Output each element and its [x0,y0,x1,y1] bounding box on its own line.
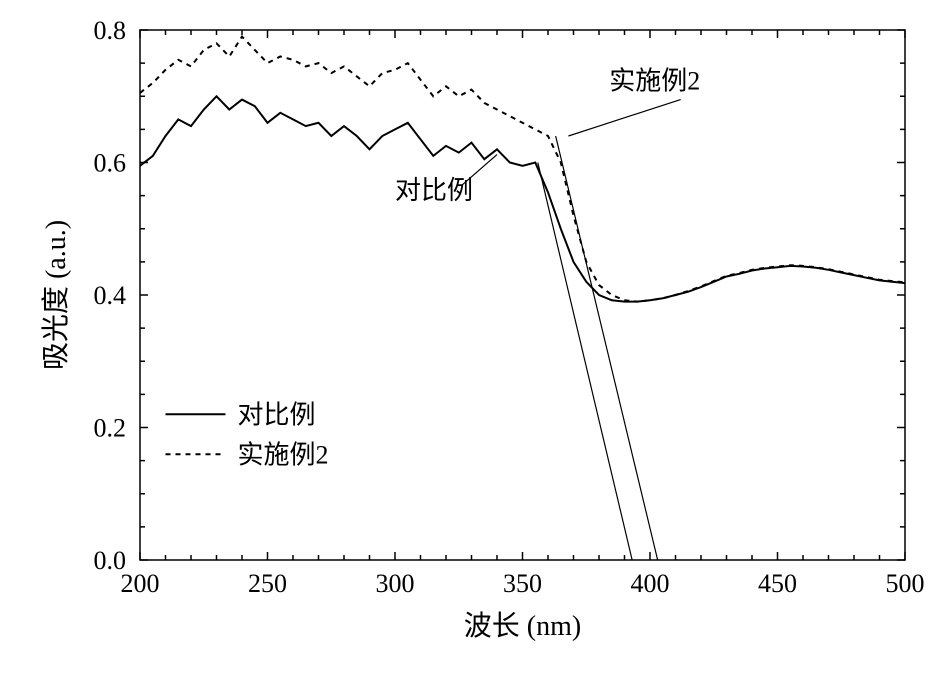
y-tick-label: 0.4 [94,281,127,310]
y-tick-label: 0.0 [94,546,127,575]
x-tick-label: 200 [121,569,160,598]
annotation-leader-0 [568,100,680,136]
x-tick-label: 300 [376,569,415,598]
series-1 [140,37,905,302]
tangent-line-0 [538,163,632,561]
absorbance-chart: 200 250 300 350 400 450 500 波长 (nm) 0.0 0.2 0.4 0.6… [0,0,949,691]
y-tick-label: 0.6 [94,149,127,178]
x-tick-label: 350 [503,569,542,598]
x-tick-label: 500 [886,569,925,598]
x-tick-label: 250 [248,569,287,598]
legend-label-1: 实施例2 [238,440,329,469]
legend-label-0: 对比例 [238,400,316,429]
chart-svg: 200 250 300 350 400 450 500 波长 (nm) 0.0 0.2 0.4 0.6… [0,0,949,691]
plot-frame [140,30,905,560]
y-tick-label: 0.8 [94,16,127,45]
x-axis-title: 波长 (nm) [464,610,581,642]
y-axis-title: 吸光度 (a.u.) [40,220,72,370]
annotation-text-1: 对比例 [395,176,473,205]
tangent-line-1 [556,136,658,560]
y-tick-label: 0.2 [94,414,127,443]
x-tick-label: 400 [631,569,670,598]
series-0 [140,96,905,301]
x-tick-label: 450 [758,569,797,598]
annotation-text-0: 实施例2 [609,67,700,96]
